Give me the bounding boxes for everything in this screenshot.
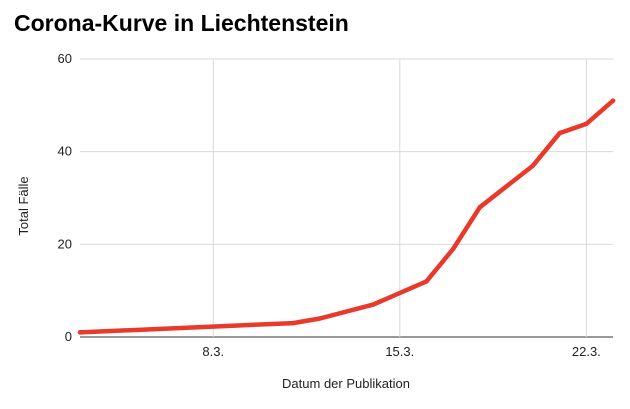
data-point — [610, 98, 616, 103]
y-axis-label: Total Fälle — [16, 176, 31, 235]
series-line — [77, 98, 616, 335]
data-point — [424, 279, 429, 284]
y-tick-label: 0 — [65, 329, 72, 344]
data-point — [317, 316, 323, 321]
y-tick-label: 40 — [58, 144, 72, 159]
x-axis-label: Datum der Publikation — [282, 376, 410, 391]
data-point — [557, 130, 562, 136]
x-tick-label: 22.3. — [572, 344, 601, 359]
data-point — [584, 121, 589, 127]
data-point — [77, 330, 83, 335]
chart-title: Corona-Kurve in Liechtenstein — [14, 10, 349, 36]
x-tick-label: 8.3. — [202, 344, 224, 359]
y-tick-label: 60 — [58, 51, 72, 66]
tick-labels: 0 20 40 60 8.3. 15.3. 22.3. — [58, 51, 601, 359]
series-layer — [77, 98, 616, 335]
data-point — [530, 163, 536, 168]
data-point — [450, 246, 456, 252]
data-point — [370, 302, 376, 307]
grid — [80, 58, 613, 338]
y-tick-label: 20 — [58, 236, 72, 251]
x-tick-label: 15.3. — [385, 344, 414, 359]
data-point — [477, 205, 482, 210]
data-point — [291, 320, 296, 326]
